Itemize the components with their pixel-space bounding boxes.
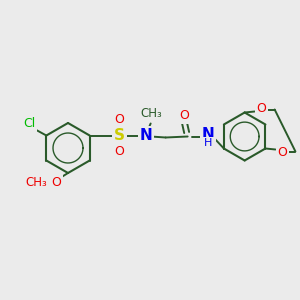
Text: O: O [278, 146, 287, 159]
Text: N: N [139, 128, 152, 143]
Text: O: O [115, 145, 124, 158]
Text: O: O [115, 113, 124, 126]
Text: O: O [257, 102, 267, 115]
Text: N: N [201, 127, 214, 142]
Text: O: O [51, 176, 61, 188]
Text: O: O [180, 109, 190, 122]
Text: H: H [203, 139, 212, 148]
Text: S: S [114, 128, 125, 143]
Text: CH₃: CH₃ [25, 176, 47, 188]
Text: CH₃: CH₃ [141, 107, 163, 120]
Text: Cl: Cl [23, 117, 35, 130]
